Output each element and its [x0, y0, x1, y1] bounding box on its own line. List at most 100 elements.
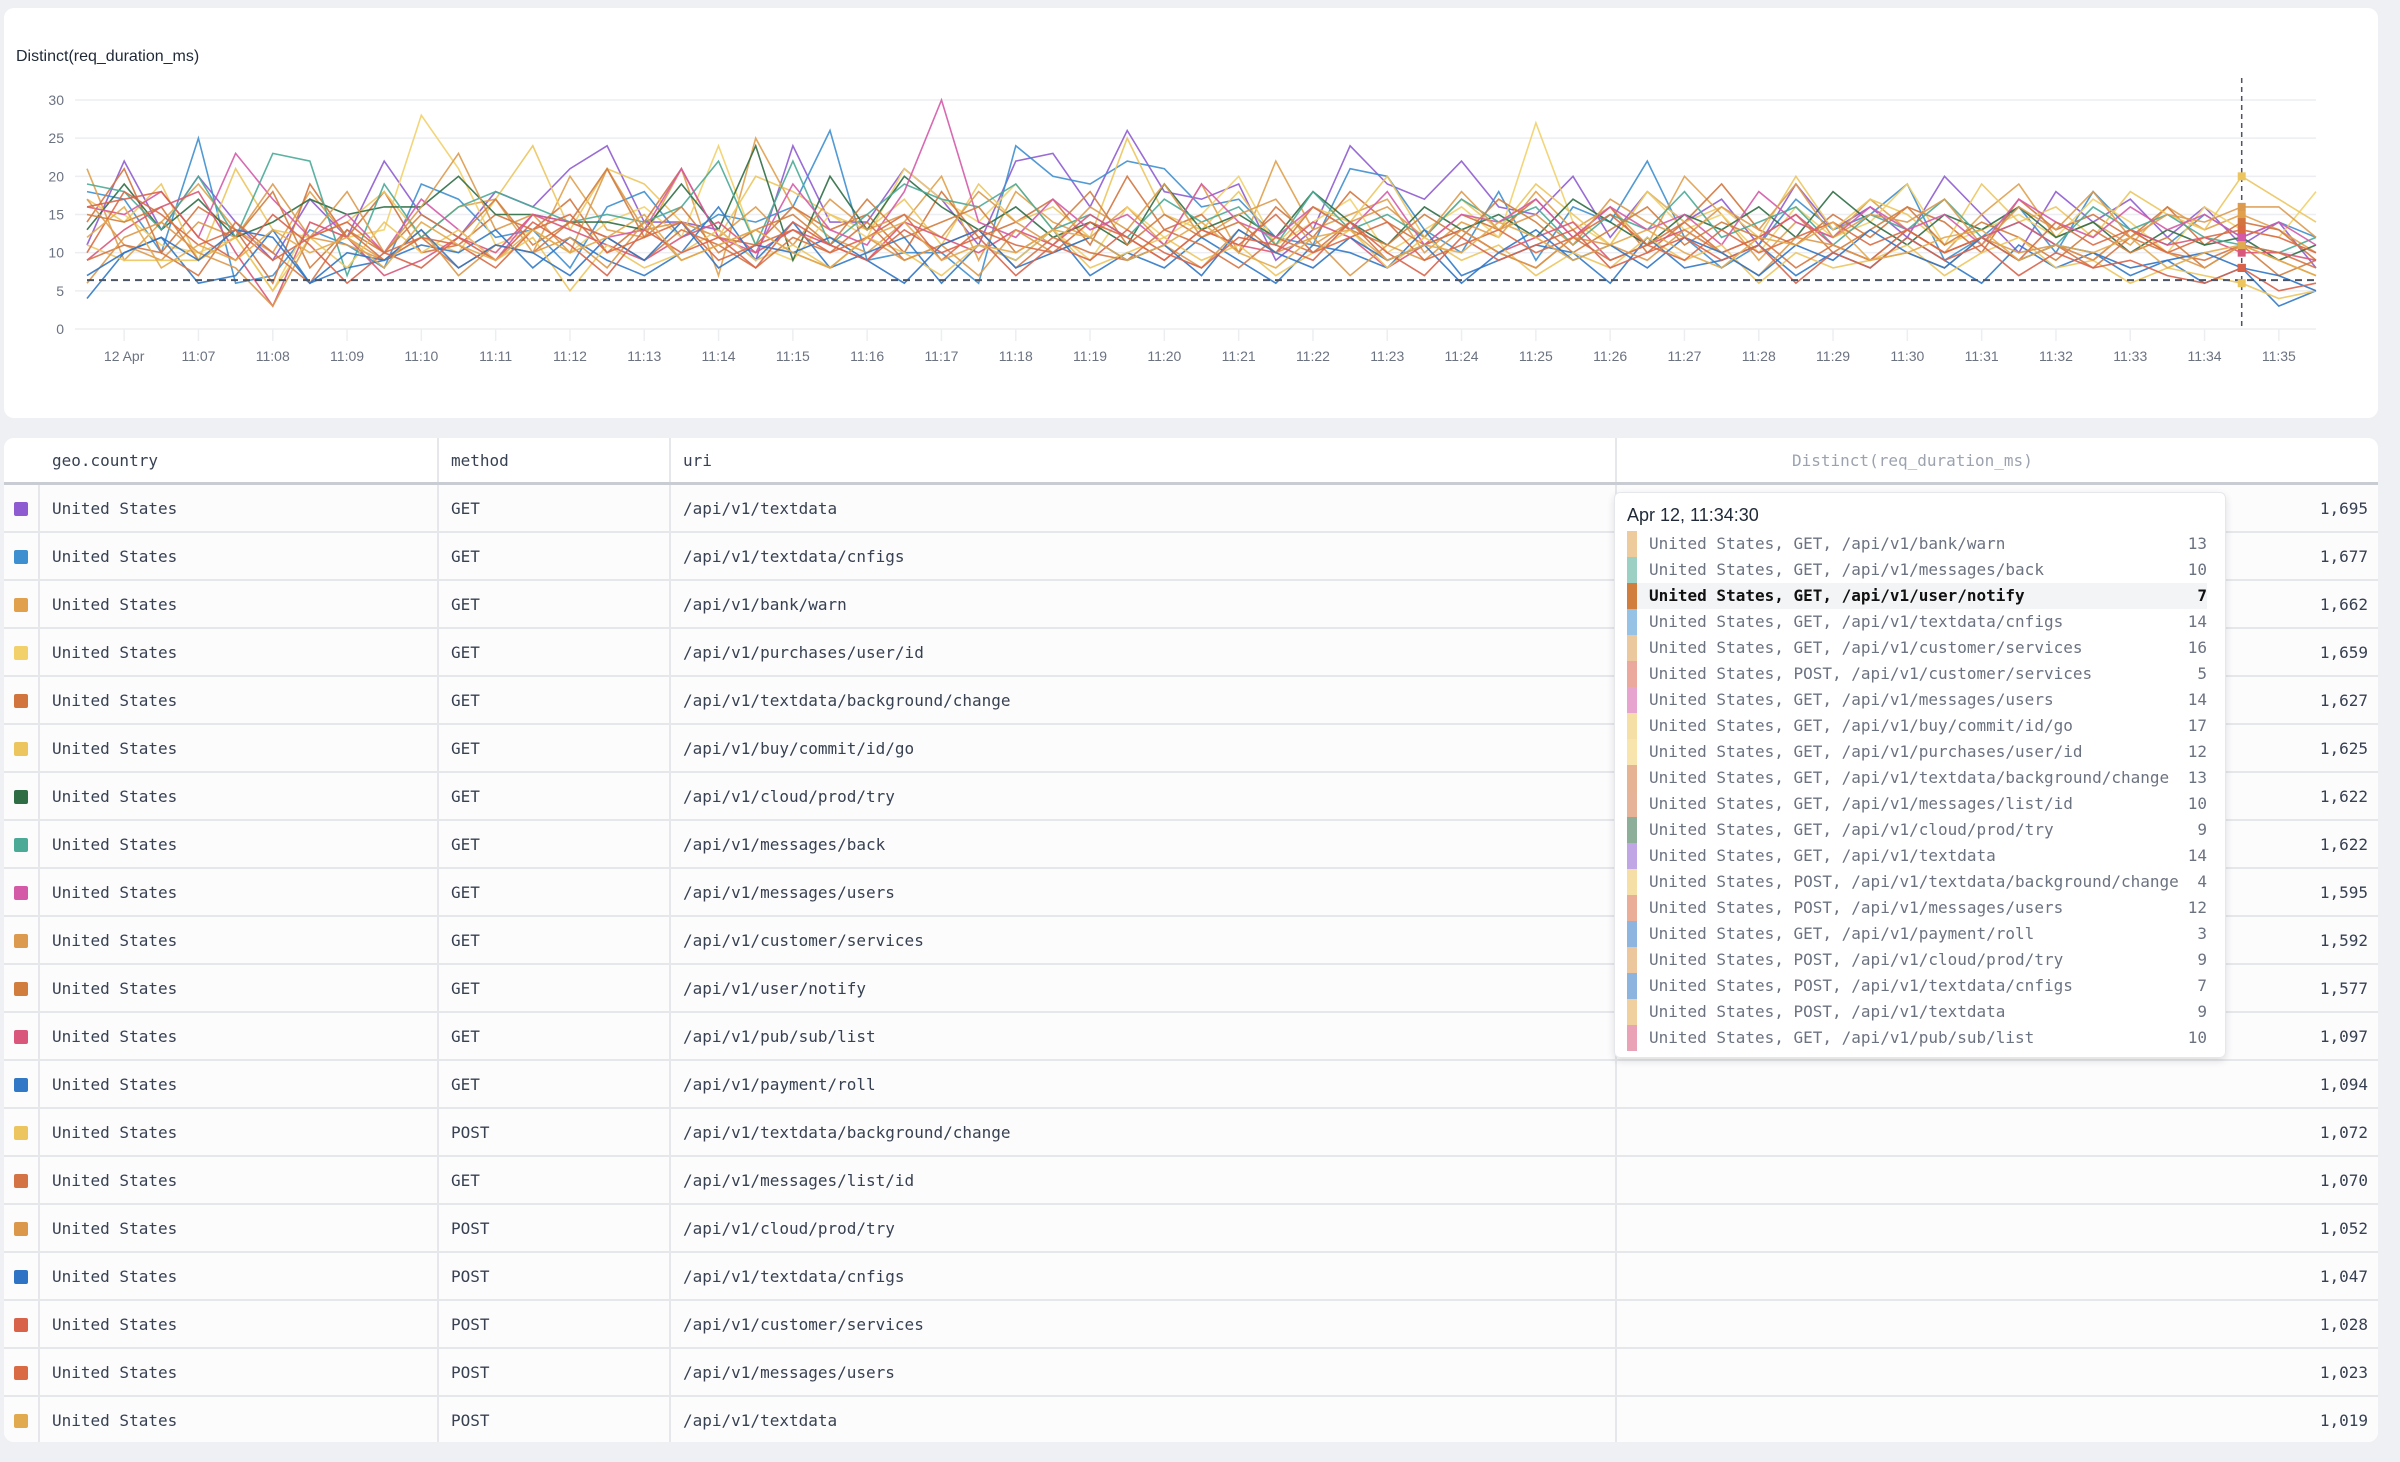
series-color-bar: [1627, 999, 1637, 1025]
column-header-value[interactable]: Distinct(req_duration_ms): [1616, 438, 2378, 485]
table-row[interactable]: United States POST/api/v1/messages/users 1…: [4, 1348, 2378, 1397]
tooltip-row: United States, GET, /api/v1/messages/bac…: [1627, 557, 2207, 583]
series-color-bar: [1627, 973, 1637, 999]
cell-method: POST: [438, 1108, 671, 1157]
series-color-bar: [1627, 661, 1637, 687]
hover-point: [2237, 202, 2246, 211]
cell-uri: /api/v1/messages/users: [670, 868, 1617, 917]
series-color-cell: [4, 1156, 40, 1205]
tooltip-row-label: United States, GET, /api/v1/textdata: [1649, 846, 1996, 865]
hover-point: [2237, 248, 2246, 257]
x-tick-label: 11:30: [1890, 348, 1924, 364]
cell-method: POST: [438, 1348, 671, 1397]
cell-country: United States: [39, 676, 439, 725]
cell-method: GET: [438, 820, 671, 869]
cell-uri: /api/v1/textdata: [670, 483, 1617, 533]
x-tick-label: 11:18: [999, 348, 1033, 364]
table-row[interactable]: United States POST/api/v1/textdata/backgr…: [4, 1108, 2378, 1157]
tooltip-row: United States, GET, /api/v1/messages/lis…: [1627, 791, 2207, 817]
x-tick-label: 11:23: [1370, 348, 1404, 364]
cell-uri: /api/v1/textdata/cnfigs: [670, 1252, 1617, 1301]
tooltip-row: United States, POST, /api/v1/cloud/prod/…: [1627, 947, 2207, 973]
series-color-swatch: [14, 1030, 28, 1044]
cell-country: United States: [39, 724, 439, 773]
cell-method: GET: [438, 1156, 671, 1205]
column-header-method[interactable]: method: [438, 438, 671, 485]
cell-country: United States: [39, 1204, 439, 1253]
tooltip-row: United States, GET, /api/v1/customer/ser…: [1627, 635, 2207, 661]
table-row[interactable]: United States GET/api/v1/textdata 1,695: [4, 483, 2378, 533]
cell-uri: /api/v1/messages/users: [670, 1348, 1617, 1397]
series-line: [86, 143, 2317, 263]
cell-country: United States: [39, 628, 439, 677]
x-tick-label: 11:07: [181, 348, 215, 364]
series-color-cell: [4, 676, 40, 725]
cell-country: United States: [39, 1348, 439, 1397]
series-color-cell: [4, 772, 40, 821]
tooltip-row-value: 9: [2197, 1002, 2207, 1021]
tooltip-row-label: United States, POST, /api/v1/textdata/ba…: [1649, 872, 2179, 891]
series-line: [86, 220, 2317, 308]
tooltip-row: United States, GET, /api/v1/textdata/bac…: [1627, 765, 2207, 791]
table-row[interactable]: United States POST/api/v1/textdata/cnfigs…: [4, 1252, 2378, 1301]
tooltip-row-value: 14: [2187, 612, 2207, 631]
cell-method: GET: [438, 580, 671, 629]
x-tick-label: 11:25: [1519, 348, 1553, 364]
cell-value: 1,019: [1616, 1396, 2378, 1442]
cell-uri: /api/v1/textdata/cnfigs: [670, 532, 1617, 581]
tooltip-row-value: 14: [2187, 846, 2207, 865]
series-color-cell: [4, 1012, 40, 1061]
table-row[interactable]: United States GET/api/v1/bank/warn 1,662: [4, 580, 2378, 629]
series-color-bar: [1627, 713, 1637, 739]
series-color-swatch: [14, 1270, 28, 1284]
hover-point: [2237, 279, 2246, 288]
series-color-bar: [1627, 609, 1637, 635]
tooltip-row: United States, GET, /api/v1/user/notify 7: [1627, 583, 2207, 609]
cell-country: United States: [39, 916, 439, 965]
cell-method: GET: [438, 676, 671, 725]
series-color-bar: [1627, 791, 1637, 817]
cell-country: United States: [39, 1012, 439, 1061]
table-row[interactable]: United States GET/api/v1/messages/back 1,6…: [4, 820, 2378, 869]
table-row[interactable]: United States POST/api/v1/cloud/prod/try 1…: [4, 1204, 2378, 1253]
x-tick-label: 11:19: [1073, 348, 1107, 364]
series-color-swatch: [14, 982, 28, 996]
series-color-cell: [4, 1348, 40, 1397]
tooltip-row-value: 7: [2197, 976, 2207, 995]
table-row[interactable]: United States POST/api/v1/textdata 1,019: [4, 1396, 2378, 1442]
line-chart[interactable]: 0 5 10 15 20 25 30 12 Apr 11:07 11:08 11:09 11:10 11…: [4, 8, 2378, 418]
series-color-cell: [4, 724, 40, 773]
cell-method: GET: [438, 724, 671, 773]
x-tick-label: 11:10: [404, 348, 438, 364]
cell-method: GET: [438, 532, 671, 581]
series-color-swatch: [14, 1222, 28, 1236]
series-color-swatch: [14, 886, 28, 900]
series-color-bar: [1627, 817, 1637, 843]
x-tick-label: 11:35: [2262, 348, 2296, 364]
series-line: [86, 220, 2317, 292]
cell-method: POST: [438, 1252, 671, 1301]
series-color-cell: [4, 532, 40, 581]
table-row[interactable]: United States GET/api/v1/messages/list/id…: [4, 1156, 2378, 1205]
tooltip-row: United States, POST, /api/v1/textdata 9: [1627, 999, 2207, 1025]
cell-uri: /api/v1/cloud/prod/try: [670, 772, 1617, 821]
x-tick-label: 11:09: [330, 348, 364, 364]
column-header-geo-country[interactable]: geo.country: [4, 438, 439, 485]
tooltip-row-label: United States, GET, /api/v1/messages/use…: [1649, 690, 2054, 709]
cell-uri: /api/v1/customer/services: [670, 1300, 1617, 1349]
series-color-bar: [1627, 583, 1637, 609]
series-color-cell: [4, 483, 40, 533]
cell-uri: /api/v1/pub/sub/list: [670, 1012, 1617, 1061]
tooltip-row: United States, GET, /api/v1/bank/warn 13: [1627, 531, 2207, 557]
tooltip-row-value: 12: [2187, 898, 2207, 917]
series-line: [86, 220, 2317, 300]
y-tick-label: 30: [48, 92, 64, 108]
table-row[interactable]: United States POST/api/v1/customer/servic…: [4, 1300, 2378, 1349]
table-row[interactable]: United States GET/api/v1/payment/roll 1,09…: [4, 1060, 2378, 1109]
tooltip-row-value: 3: [2197, 924, 2207, 943]
tooltip-row: United States, POST, /api/v1/textdata/ba…: [1627, 869, 2207, 895]
tooltip-row-value: 17: [2187, 716, 2207, 735]
series-line: [86, 113, 2317, 293]
cell-country: United States: [39, 532, 439, 581]
column-header-uri[interactable]: uri: [670, 438, 1617, 485]
